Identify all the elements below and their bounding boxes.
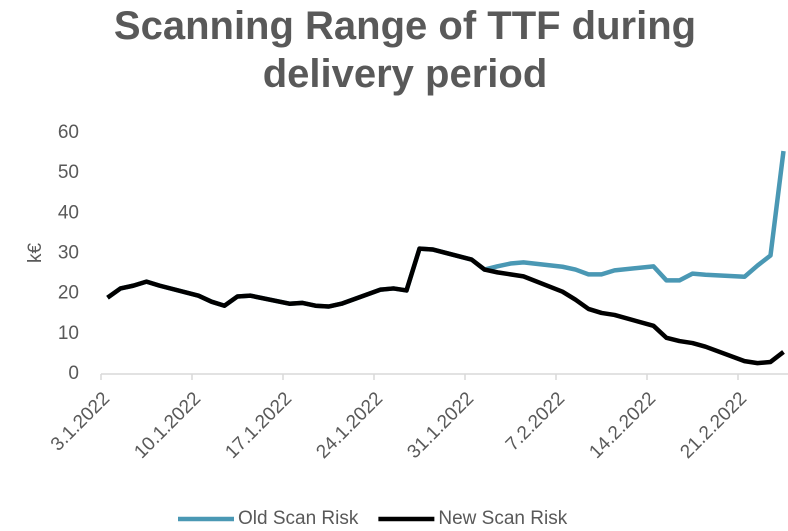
x-tick-label: 3.1.2022 bbox=[47, 388, 114, 455]
series-line bbox=[106, 150, 786, 309]
x-tick-label: 10.1.2022 bbox=[130, 388, 205, 463]
y-tick-label: 10 bbox=[58, 323, 79, 344]
y-tick-label: 60 bbox=[58, 122, 79, 143]
x-tick-label: 14.2.2022 bbox=[585, 388, 660, 463]
chart-title: Scanning Range of TTF during delivery pe… bbox=[113, 4, 697, 96]
x-tick-label: 31.1.2022 bbox=[403, 388, 478, 463]
y-tick-label: 0 bbox=[68, 363, 79, 384]
legend-label: Old Scan Risk bbox=[238, 508, 359, 529]
y-tick-label: 50 bbox=[58, 162, 79, 183]
x-tick-label: 7.2.2022 bbox=[502, 388, 569, 455]
y-axis-label: k€ bbox=[25, 243, 46, 264]
y-tick-label: 40 bbox=[58, 202, 79, 223]
series-line bbox=[106, 246, 785, 366]
y-tick-label: 20 bbox=[58, 283, 79, 304]
y-tick-label: 30 bbox=[58, 243, 79, 264]
x-tick-label: 21.2.2022 bbox=[676, 388, 751, 463]
x-tick-label: 17.1.2022 bbox=[221, 388, 296, 463]
x-tick-label: 24.1.2022 bbox=[312, 388, 387, 463]
legend-label: New Scan Risk bbox=[438, 508, 567, 529]
